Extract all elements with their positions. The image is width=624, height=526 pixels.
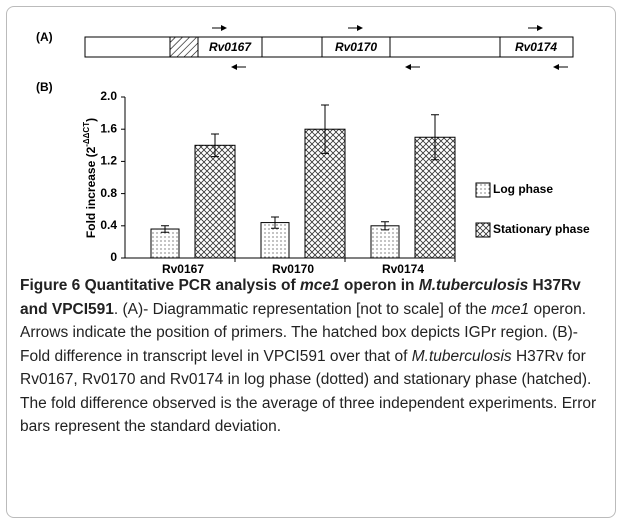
figure: (A) Rv0167 Rv0170 Rv0174 (B) Fold increa… [36, 25, 590, 275]
panel-label: (A) [36, 30, 53, 44]
caption-run: mce1 [299, 277, 340, 294]
caption-run: M.tuberculosis [411, 347, 512, 365]
error-bar [321, 104, 329, 154]
caption-run: M.tuberculosis [418, 277, 529, 294]
y-label-sup: -ΔΔCT [82, 122, 91, 147]
caption-run: H37Rv and VPCI591 [20, 277, 581, 318]
legend-swatch [475, 222, 491, 238]
x-tick-label: Rv0167 [162, 262, 204, 275]
caption-run: . (A)- Diagrammatic representation [not … [113, 300, 492, 318]
error-bar [271, 216, 279, 229]
y-label-end: ) [84, 118, 98, 122]
caption-run: operon. Arrows indicate the position of … [20, 300, 587, 365]
bar [370, 225, 400, 259]
y-tick-label: 0.8 [100, 186, 117, 200]
error-bar [161, 225, 169, 233]
panel-label: (B) [36, 80, 53, 94]
y-label-main: Fold increase (2 [84, 146, 98, 238]
caption-run: operon in [339, 277, 419, 294]
y-tick-label: 1.6 [100, 121, 117, 135]
caption-run: Figure 6 Quantitative PCR analysis of [20, 277, 300, 294]
y-tick-label: 2.0 [100, 89, 117, 103]
gene-label: Rv0170 [335, 40, 377, 54]
y-tick-label: 1.2 [100, 154, 117, 168]
x-tick-label: Rv0174 [382, 262, 424, 275]
y-tick-label: 0.4 [100, 218, 117, 232]
legend-label: Log phase [493, 182, 553, 196]
y-axis-label: Fold increase (2-ΔΔCT) [82, 118, 98, 238]
gene-label: Rv0167 [209, 40, 252, 54]
error-bar [381, 221, 389, 231]
caption-run: mce1 [491, 300, 530, 318]
caption: Figure 6 Quantitative PCR analysis of mc… [20, 274, 608, 439]
error-bar [211, 133, 219, 158]
bar [150, 228, 180, 259]
figure-frame [6, 6, 616, 518]
gene-label: Rv0174 [515, 40, 557, 54]
x-tick-label: Rv0170 [272, 262, 314, 275]
y-tick-label: 0 [110, 250, 117, 264]
caption-run: H37Rv for Rv0167, Rv0170 and Rv0174 in l… [20, 347, 597, 436]
error-bar [431, 114, 439, 161]
bar [194, 144, 236, 259]
legend-label: Stationary phase [493, 222, 590, 236]
operon-diagram [84, 25, 574, 70]
legend-swatch [475, 182, 491, 198]
